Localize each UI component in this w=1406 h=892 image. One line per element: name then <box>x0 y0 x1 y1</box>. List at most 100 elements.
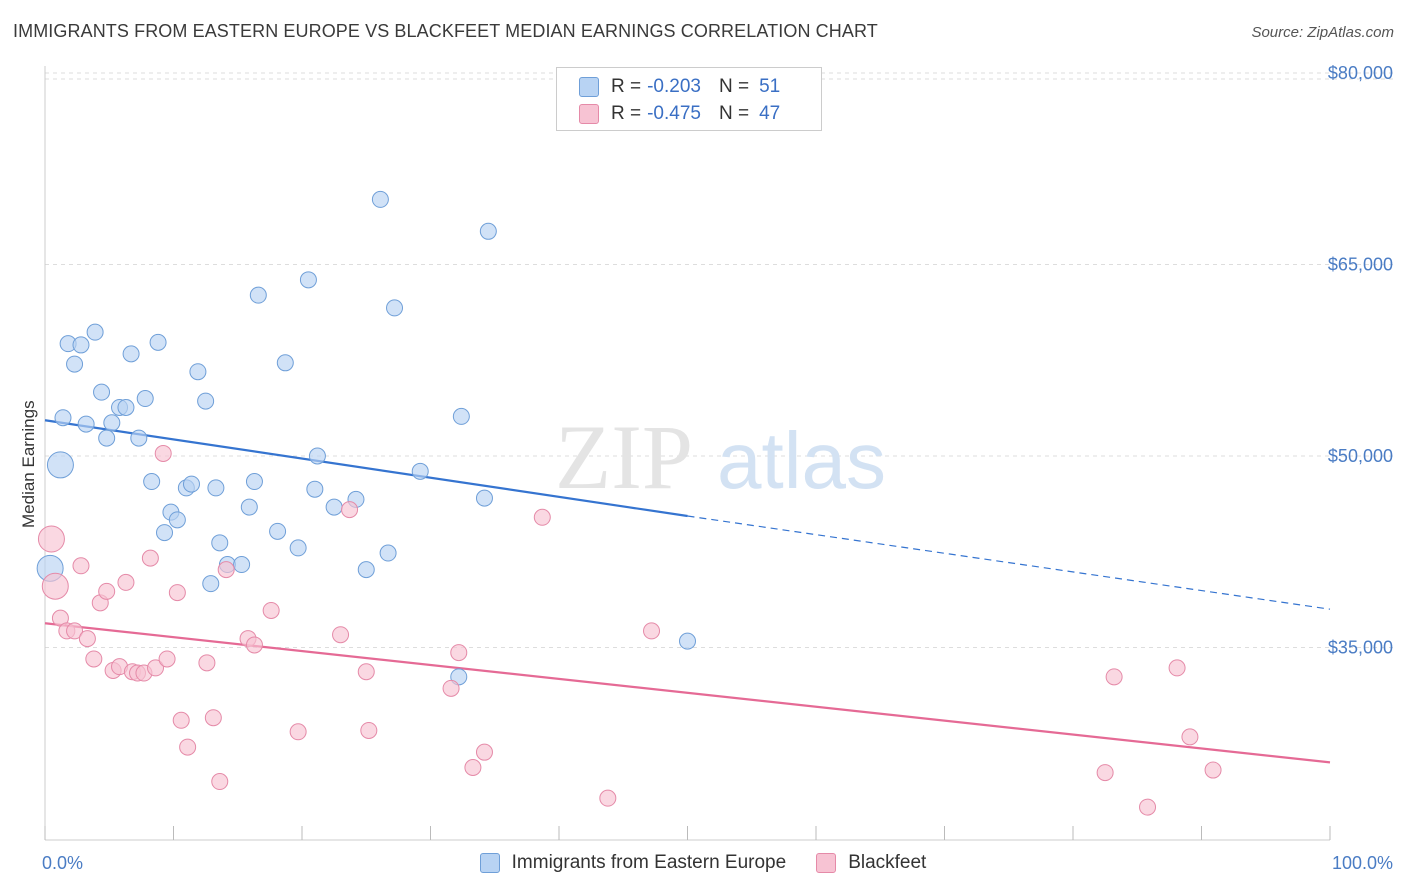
data-point-immigrants <box>122 345 140 363</box>
series-immigrants-points <box>36 190 696 686</box>
data-point-immigrants <box>475 489 493 507</box>
legend-swatch-pink <box>579 104 599 124</box>
data-point-immigrants <box>249 286 267 304</box>
y-tick-labels: $35,000 $50,000 $65,000 $80,000 <box>1328 63 1393 658</box>
y-tick-label: $80,000 <box>1328 63 1393 83</box>
chart-title: IMMIGRANTS FROM EASTERN EUROPE VS BLACKF… <box>13 21 878 41</box>
legend-item-immigrants[interactable]: Immigrants from Eastern Europe <box>479 852 786 874</box>
data-point-immigrants <box>679 632 696 650</box>
trend-line-immigrants <box>44 419 688 518</box>
data-point-blackfeet <box>1168 659 1186 677</box>
data-point-immigrants <box>130 429 148 447</box>
data-point-blackfeet <box>158 650 176 668</box>
data-point-immigrants <box>357 561 375 579</box>
data-point-immigrants <box>379 544 397 562</box>
data-point-blackfeet <box>643 622 661 640</box>
correlation-legend: R = -0.203 N = 51 R = -0.475 N = 47 <box>556 67 822 131</box>
data-point-immigrants <box>211 534 229 552</box>
data-point-blackfeet <box>464 759 482 777</box>
data-point-immigrants <box>207 479 225 497</box>
data-point-blackfeet <box>37 525 65 553</box>
data-point-immigrants <box>269 522 287 540</box>
watermark-zip: ZIP <box>555 406 693 508</box>
data-point-immigrants <box>245 473 263 491</box>
data-point-blackfeet <box>1139 798 1157 816</box>
data-point-blackfeet <box>141 549 159 567</box>
legend-r-label: R = <box>611 103 642 124</box>
data-point-immigrants <box>189 363 207 381</box>
legend-row-immigrants: R = -0.203 N = 51 <box>579 74 780 100</box>
data-point-blackfeet <box>72 557 90 575</box>
data-point-immigrants <box>168 511 186 529</box>
data-point-immigrants <box>182 475 200 493</box>
data-point-blackfeet <box>147 659 165 677</box>
data-point-blackfeet <box>360 721 378 739</box>
data-point-blackfeet <box>154 444 172 462</box>
data-point-blackfeet <box>341 501 359 519</box>
data-point-immigrants <box>103 414 121 432</box>
data-point-immigrants <box>136 390 154 408</box>
data-point-blackfeet <box>599 789 617 807</box>
legend-item-blackfeet[interactable]: Blackfeet <box>816 852 926 874</box>
data-point-immigrants <box>54 409 72 427</box>
data-point-blackfeet <box>357 663 375 681</box>
y-tick-label: $50,000 <box>1328 446 1393 466</box>
legend-n-label: N = <box>718 76 750 97</box>
data-point-blackfeet <box>533 508 551 526</box>
trend-line-immigrants-extrapolated <box>687 515 1331 610</box>
y-tick-label: $65,000 <box>1328 255 1393 275</box>
data-point-blackfeet <box>1096 764 1114 782</box>
data-point-blackfeet <box>245 636 263 654</box>
watermark-atlas: atlas <box>717 416 886 505</box>
chart-source: Source: ZipAtlas.com <box>1251 24 1394 41</box>
legend-r-value: -0.203 <box>647 76 701 97</box>
data-point-blackfeet <box>41 572 69 600</box>
data-point-blackfeet <box>332 626 350 644</box>
data-point-blackfeet <box>172 711 190 729</box>
data-point-immigrants <box>276 354 294 372</box>
data-point-immigrants <box>46 451 74 479</box>
data-point-blackfeet <box>168 584 186 602</box>
data-point-blackfeet <box>1105 668 1123 686</box>
data-point-blackfeet <box>98 582 116 600</box>
data-point-immigrants <box>86 323 104 341</box>
legend-swatch-blue <box>479 853 500 873</box>
data-point-immigrants <box>289 539 307 557</box>
data-point-blackfeet <box>442 679 460 697</box>
legend-swatch-pink <box>816 853 837 873</box>
data-point-blackfeet <box>217 561 235 579</box>
data-point-blackfeet <box>262 601 280 619</box>
watermark: ZIP atlas <box>555 406 886 508</box>
y-axis-label: Median Earnings <box>19 400 38 528</box>
legend-r-label: R = <box>611 76 642 97</box>
data-point-immigrants <box>479 222 497 240</box>
data-point-immigrants <box>299 271 317 289</box>
x-tick-label: 100.0% <box>1332 853 1393 873</box>
data-point-immigrants <box>202 575 220 593</box>
data-point-immigrants <box>386 299 404 317</box>
axes <box>44 66 1331 841</box>
data-point-blackfeet <box>85 650 103 668</box>
data-point-blackfeet <box>204 709 222 727</box>
data-point-immigrants <box>149 333 167 351</box>
legend-r-value: -0.475 <box>647 103 701 124</box>
data-point-immigrants <box>143 473 161 491</box>
y-tick-label: $35,000 <box>1328 638 1393 658</box>
legend-n-label: N = <box>718 103 750 124</box>
data-point-blackfeet <box>1204 761 1222 779</box>
data-point-blackfeet <box>475 743 493 761</box>
legend-row-blackfeet: R = -0.475 N = 47 <box>579 101 780 127</box>
data-point-blackfeet <box>78 630 96 648</box>
x-tick-labels: 0.0% 100.0% <box>42 853 1393 873</box>
data-point-blackfeet <box>66 622 84 640</box>
data-point-blackfeet <box>289 723 307 741</box>
data-point-immigrants <box>233 556 251 574</box>
data-point-immigrants <box>93 383 111 401</box>
data-point-immigrants <box>371 190 389 208</box>
data-point-blackfeet <box>117 573 135 591</box>
data-point-blackfeet <box>1181 728 1199 746</box>
data-point-blackfeet <box>198 654 216 672</box>
data-point-immigrants <box>197 392 215 410</box>
data-point-immigrants <box>77 415 95 433</box>
